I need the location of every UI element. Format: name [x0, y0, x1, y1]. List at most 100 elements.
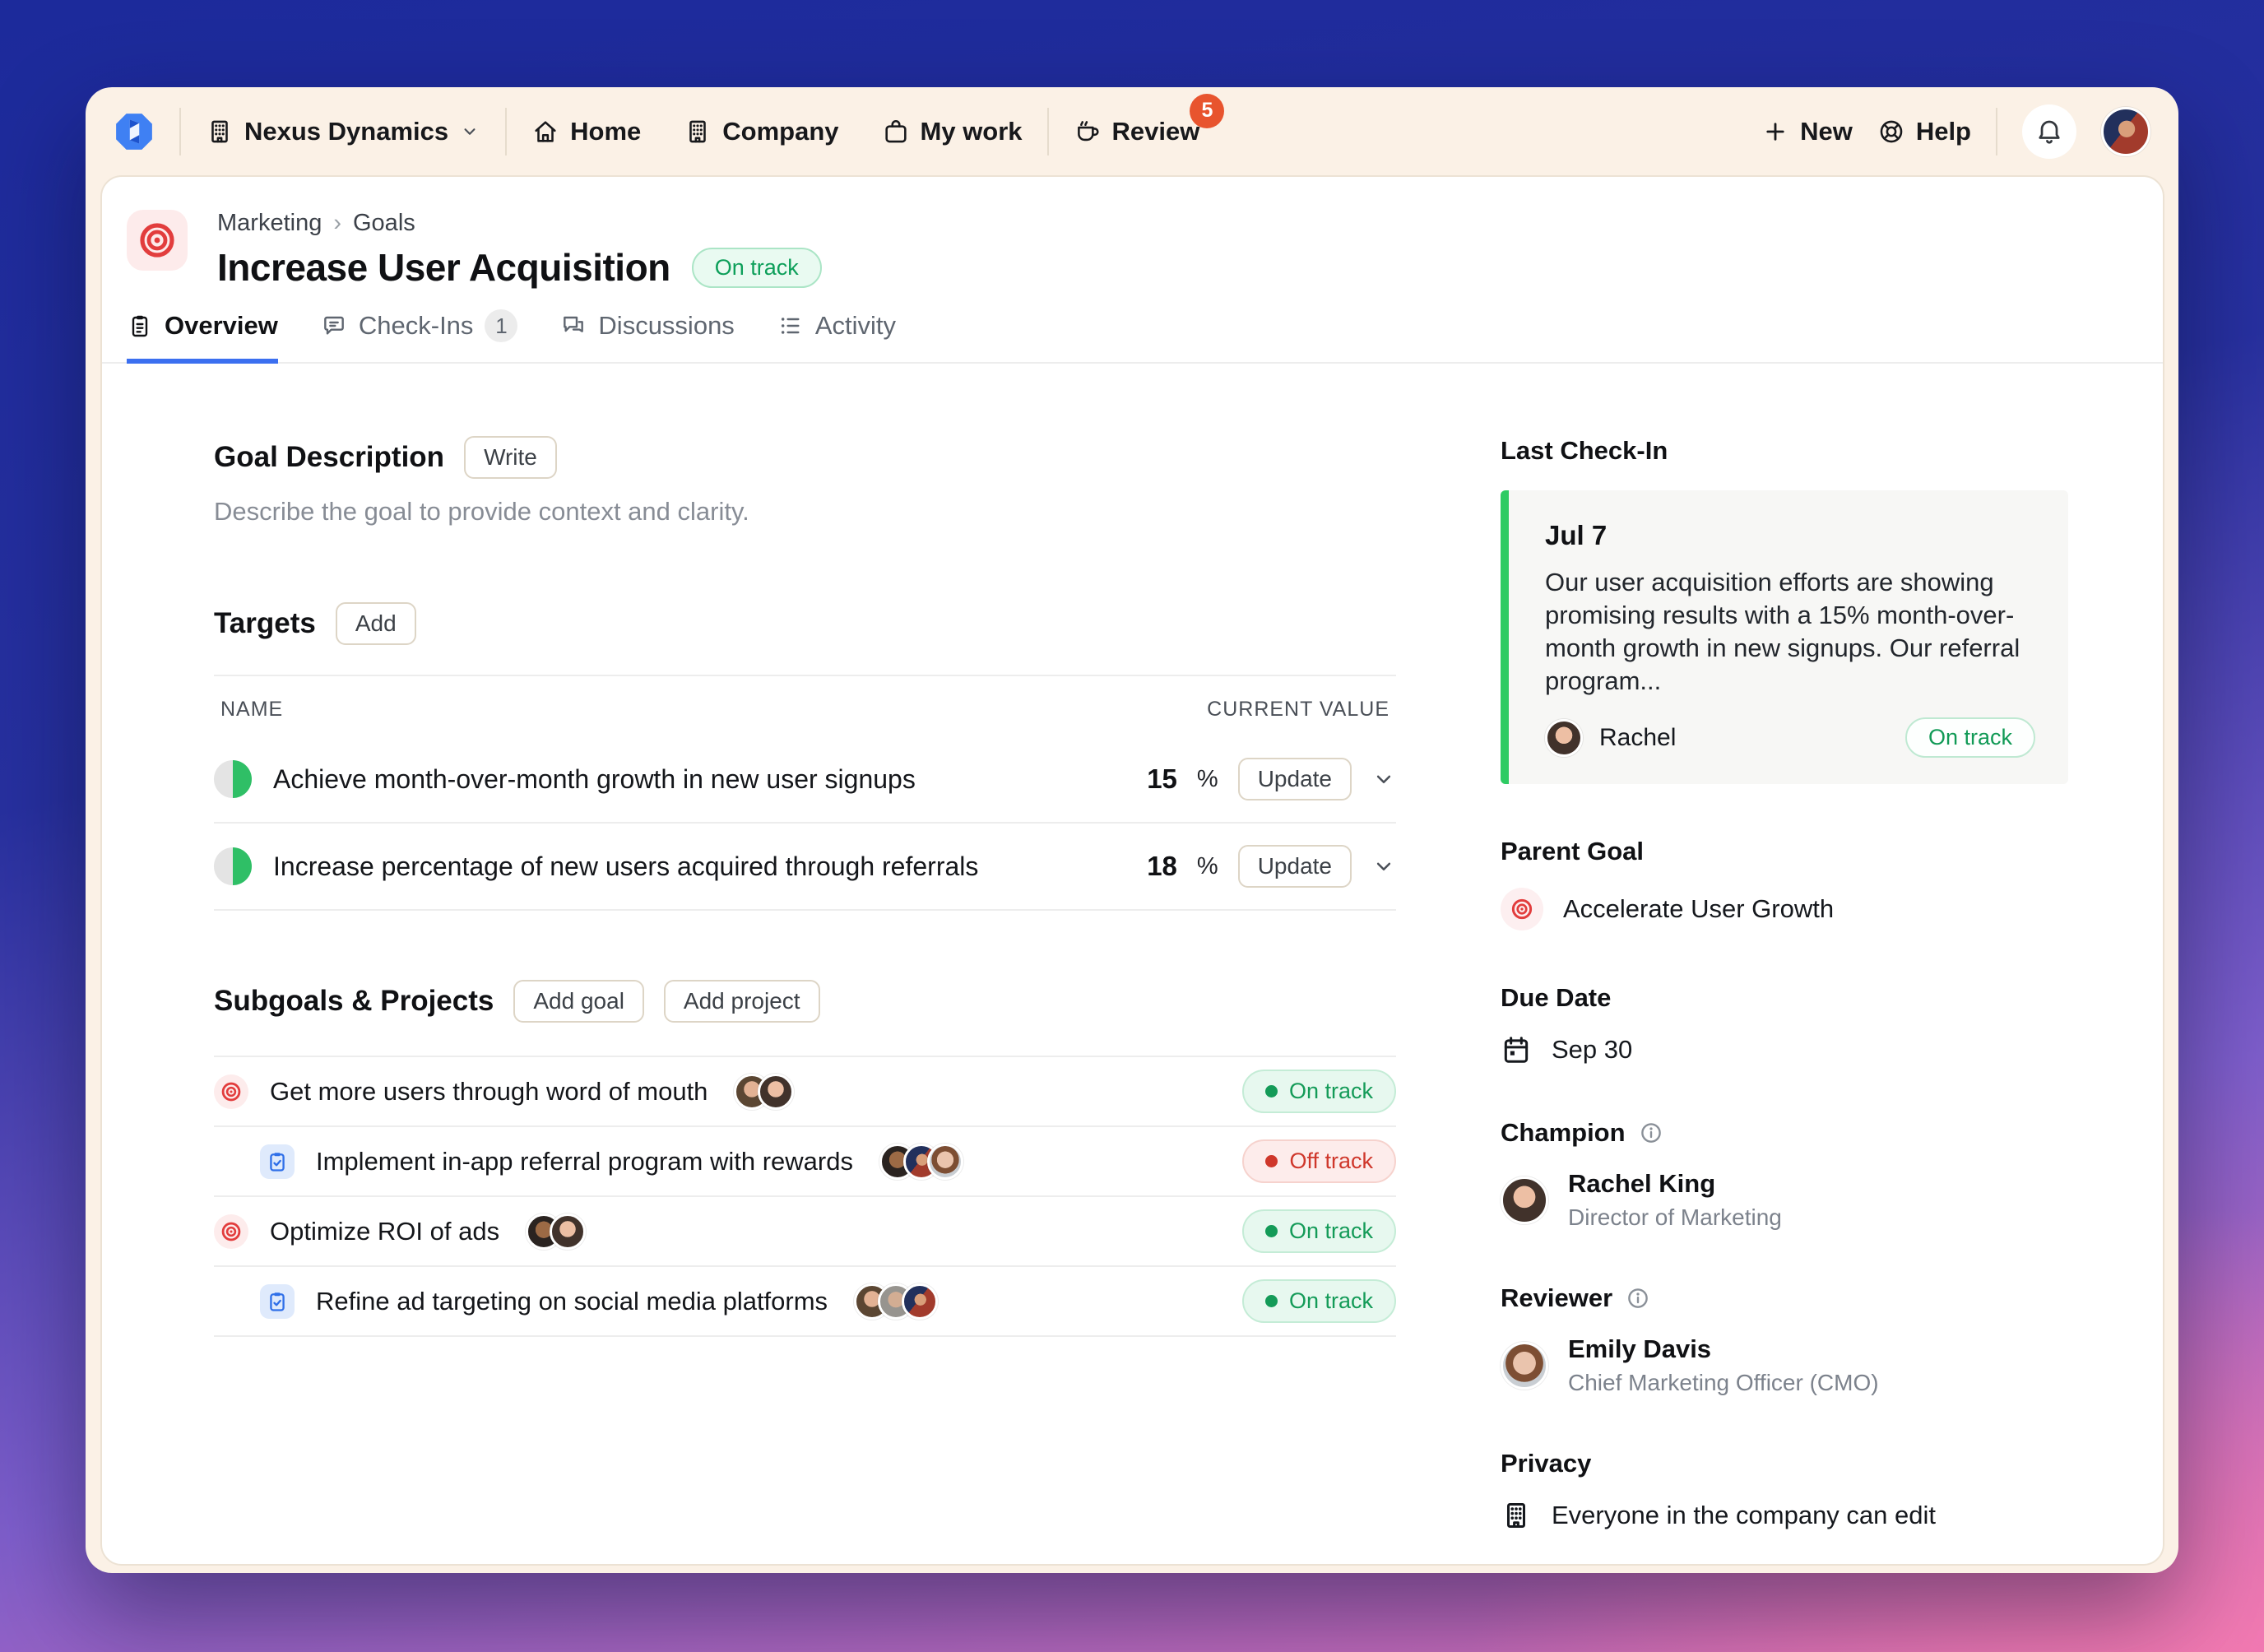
- champion-person[interactable]: Rachel King Director of Marketing: [1501, 1169, 2068, 1231]
- chevron-down-icon[interactable]: [1371, 767, 1396, 791]
- targets-heading: Targets: [214, 607, 316, 639]
- discussions-icon: [564, 316, 584, 332]
- goal-main-column: Goal Description Write Describe the goal…: [214, 436, 1396, 1564]
- subgoal-name: Optimize ROI of ads: [270, 1216, 500, 1246]
- status-pill: Off track: [1242, 1139, 1396, 1183]
- update-target-button[interactable]: Update: [1237, 758, 1352, 800]
- workspace-switcher[interactable]: Nexus Dynamics: [206, 117, 480, 146]
- subgoal-row[interactable]: Optimize ROI of ads On track: [214, 1195, 1396, 1265]
- targets-table: NAME CURRENT VALUE Achieve month-over-mo…: [214, 675, 1396, 911]
- review-icon: [1077, 120, 1099, 141]
- add-goal-button[interactable]: Add goal: [513, 980, 644, 1023]
- checkin-date: Jul 7: [1545, 520, 1608, 550]
- last-checkin-heading: Last Check-In: [1501, 436, 1668, 465]
- checkin-status-badge: On track: [1904, 717, 2035, 758]
- project-clipboard-icon: [270, 1152, 285, 1172]
- goal-chip: [1501, 888, 1543, 930]
- new-button[interactable]: New: [1761, 117, 1853, 146]
- nav-item-my-work[interactable]: My work: [882, 117, 1023, 146]
- champion-role: Director of Marketing: [1568, 1204, 1782, 1230]
- tab-activity[interactable]: Activity: [777, 309, 896, 364]
- tab-overview[interactable]: Overview: [127, 309, 278, 364]
- reviewer-person[interactable]: Emily Davis Chief Marketing Officer (CMO…: [1501, 1334, 2068, 1396]
- target-row[interactable]: Achieve month-over-month growth in new u…: [214, 736, 1396, 822]
- subproject-row[interactable]: Implement in-app referral program with r…: [214, 1125, 1396, 1195]
- check-ins-count-badge: 1: [485, 309, 518, 342]
- progress-pie-icon: [214, 847, 252, 885]
- status-dot-icon: [1264, 1295, 1278, 1307]
- status-pill: On track: [1241, 1279, 1396, 1323]
- subgoals-heading: Subgoals & Projects: [214, 985, 494, 1017]
- company-icon: [689, 120, 707, 142]
- chevron-down-icon[interactable]: [1371, 854, 1396, 879]
- tab-bar: Overview Check-Ins 1 Discussions: [102, 290, 2163, 364]
- avatar: [902, 1283, 939, 1320]
- info-icon[interactable]: [1626, 1286, 1650, 1311]
- avatar-group: [879, 1143, 963, 1180]
- nav-divider: [1996, 107, 1997, 155]
- top-navbar: Nexus Dynamics Home Company: [86, 87, 2178, 175]
- add-target-button[interactable]: Add: [335, 602, 416, 645]
- nav-item-company[interactable]: Company: [684, 116, 839, 146]
- goal-chip: [214, 1213, 248, 1249]
- breadcrumb-goals[interactable]: Goals: [353, 210, 415, 236]
- user-avatar[interactable]: [2101, 106, 2150, 156]
- help-button[interactable]: Help: [1877, 117, 1971, 146]
- due-date-heading: Due Date: [1501, 983, 1612, 1012]
- subproject-row[interactable]: Refine ad targeting on social media plat…: [214, 1265, 1396, 1335]
- goal-icon-tile: [127, 210, 188, 271]
- last-checkin-card[interactable]: Jul 7 Our user acquisition efforts are s…: [1501, 490, 2068, 784]
- progress-pie-icon: [214, 760, 252, 798]
- reviewer-role: Chief Marketing Officer (CMO): [1568, 1370, 1879, 1395]
- target-icon: [140, 223, 174, 258]
- avatar-group: [526, 1213, 587, 1250]
- nav-label: Company: [722, 116, 839, 146]
- checkin-author-avatar: [1545, 718, 1583, 757]
- due-date-row: Sep 30: [1501, 1034, 2068, 1065]
- add-project-button[interactable]: Add project: [663, 980, 820, 1023]
- goal-description-placeholder: Describe the goal to provide context and…: [214, 497, 749, 526]
- subgoals-section: Subgoals & Projects Add goal Add project: [214, 980, 1396, 1337]
- write-description-button[interactable]: Write: [464, 436, 557, 479]
- reviewer-avatar: [1501, 1341, 1548, 1390]
- nav-item-home[interactable]: Home: [531, 117, 641, 146]
- project-chip: [260, 1144, 295, 1179]
- avatar: [550, 1213, 587, 1250]
- goal-description-heading: Goal Description: [214, 441, 445, 473]
- review-count-badge: 5: [1190, 93, 1225, 128]
- avatar: [758, 1073, 795, 1110]
- targets-table-header: NAME CURRENT VALUE: [214, 675, 1396, 736]
- status-pill: On track: [1241, 1209, 1396, 1253]
- project-chip: [260, 1283, 295, 1319]
- subproject-name: Implement in-app referral program with r…: [316, 1146, 853, 1176]
- target-icon: [221, 1082, 241, 1101]
- status-dot-icon: [1265, 1155, 1278, 1167]
- target-icon: [1511, 898, 1533, 920]
- building-icon: [1506, 1503, 1526, 1528]
- update-target-button[interactable]: Update: [1237, 845, 1352, 888]
- target-row[interactable]: Increase percentage of new users acquire…: [214, 822, 1396, 909]
- subproject-name: Refine ad targeting on social media plat…: [316, 1286, 828, 1316]
- tab-check-ins[interactable]: Check-Ins 1: [321, 309, 518, 364]
- parent-goal-link[interactable]: Accelerate User Growth: [1501, 888, 2068, 930]
- notifications-button[interactable]: [2022, 104, 2076, 159]
- checkin-author-name: Rachel: [1599, 723, 1677, 751]
- status-label: On track: [1288, 1218, 1373, 1243]
- info-icon[interactable]: [1639, 1121, 1663, 1145]
- tab-discussions[interactable]: Discussions: [560, 309, 735, 364]
- status-label: On track: [1288, 1079, 1373, 1103]
- target-icon: [221, 1222, 241, 1241]
- parent-goal-heading: Parent Goal: [1501, 837, 1644, 865]
- nav-item-review[interactable]: Review 5: [1074, 93, 1225, 146]
- app-logo-icon: [116, 113, 152, 150]
- nav-label: Home: [570, 116, 642, 146]
- calendar-icon: [1504, 1037, 1529, 1063]
- target-name: Achieve month-over-month growth in new u…: [273, 763, 916, 794]
- breadcrumb-marketing[interactable]: Marketing: [217, 210, 322, 236]
- subgoal-row[interactable]: Get more users through word of mouth On …: [214, 1056, 1396, 1125]
- avatar-group: [734, 1073, 795, 1110]
- target-name: Increase percentage of new users acquire…: [273, 851, 979, 881]
- target-unit: %: [1196, 852, 1218, 879]
- help-label: Help: [1915, 116, 1971, 146]
- page-title: Increase User Acquisition: [217, 246, 670, 289]
